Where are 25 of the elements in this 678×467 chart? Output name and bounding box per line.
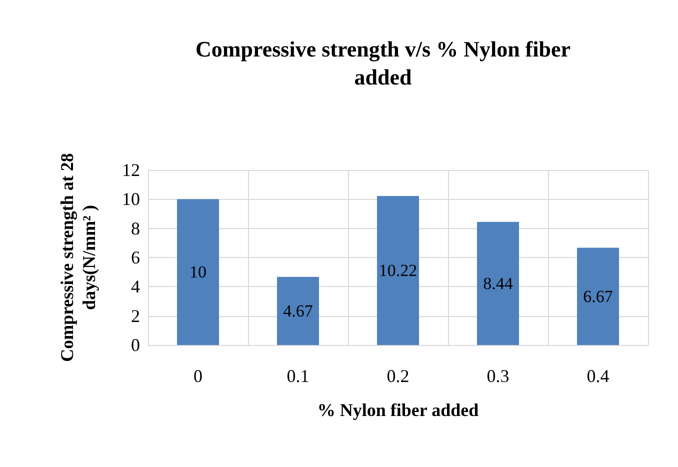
x-tick-label: 0.1 (286, 366, 310, 386)
y-tick-label: 0 (131, 335, 140, 355)
x-tick-label: 0.3 (486, 366, 510, 386)
bar (577, 248, 619, 345)
data-label: 10 (190, 262, 206, 282)
data-label: 6.67 (583, 286, 614, 306)
x-axis-title: % Nylon fiber added (317, 400, 479, 420)
bar (377, 196, 419, 345)
data-label: 8.44 (483, 274, 514, 293)
data-label: 10.22 (378, 260, 418, 280)
bar (177, 199, 219, 345)
y-tick-label: 10 (122, 189, 140, 210)
x-tick-label: 0.2 (386, 366, 410, 386)
bar (277, 276, 319, 345)
x-tick-label: 0.4 (586, 366, 610, 386)
bar (477, 222, 519, 345)
y-axis-title: Compressive strength at 28 days(N/mm² ) (57, 153, 99, 362)
y-tick-label: 2 (131, 306, 140, 326)
data-label: 4.67 (283, 301, 314, 320)
y-tick-label: 4 (131, 276, 140, 297)
x-tick-label: 0 (194, 366, 202, 386)
y-tick-label: 12 (122, 160, 140, 180)
y-tick-label: 8 (131, 218, 140, 238)
chart-title: Compressive strength v/s % Nylon fiber added (195, 36, 571, 90)
y-tick-label: 6 (131, 248, 140, 268)
